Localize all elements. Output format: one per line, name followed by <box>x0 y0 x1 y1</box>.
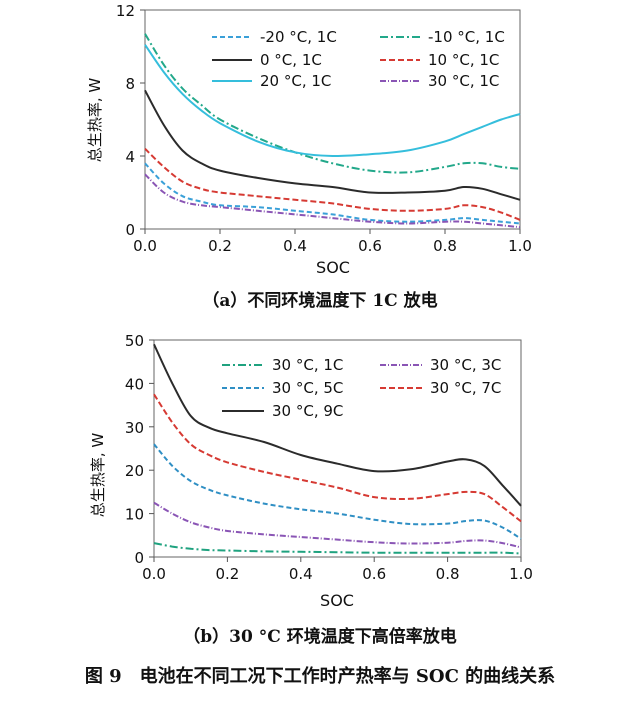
panel-a: 0.0 0.2 0.4 0.6 0.8 1.0 0 4 8 12 -20 °C, 1C -10 °C… <box>86 2 532 277</box>
panel-a-caption: （a）不同环境温度下 1C 放电 <box>202 291 438 311</box>
ticks-a: 0.0 0.2 0.4 0.6 0.8 1.0 0 4 8 12 <box>116 2 532 255</box>
legend-label: 30 °C, 3C <box>430 356 501 374</box>
y-tick-label: 50 <box>125 332 144 350</box>
x-tick-label: 0.6 <box>358 237 382 255</box>
legend-label: 30 °C, 1C <box>272 356 343 374</box>
x-tick-label: 0.4 <box>283 237 307 255</box>
series-lines-a <box>144 33 521 229</box>
y-axis-label-b: 总生热率, W <box>89 433 107 518</box>
legend-label: 30 °C, 5C <box>272 379 343 397</box>
y-tick-label: 4 <box>125 148 135 166</box>
y-tick-label: 20 <box>125 462 144 480</box>
y-tick-label: 12 <box>116 2 135 20</box>
x-tick-label: 0.0 <box>142 565 166 583</box>
ticks-b: 0.0 0.2 0.4 0.6 0.8 1.0 0 10 20 30 40 50 <box>125 332 533 583</box>
x-tick-label: 0.2 <box>215 565 239 583</box>
plot-frame-a <box>144 9 521 230</box>
series-line <box>153 443 522 540</box>
x-tick-label: 1.0 <box>509 565 533 583</box>
x-tick-label: 0.0 <box>133 237 157 255</box>
panel-b-caption: （b）30 °C 环境温度下高倍率放电 <box>183 627 457 647</box>
series-line <box>144 147 521 221</box>
series-line <box>144 33 521 174</box>
x-tick-label: 0.2 <box>208 237 232 255</box>
legend-label: 20 °C, 1C <box>260 72 331 90</box>
x-tick-label: 0.6 <box>362 565 386 583</box>
x-tick-label: 1.0 <box>508 237 532 255</box>
series-line <box>153 343 522 507</box>
legend-label: 30 °C, 1C <box>428 72 499 90</box>
y-tick-label: 40 <box>125 375 144 393</box>
series-line <box>153 393 522 523</box>
x-axis-label-a: SOC <box>316 258 350 277</box>
legend-b: 30 °C, 1C 30 °C, 3C 30 °C, 5C 30 °C, 7C 30 °… <box>222 356 501 420</box>
legend-label: 10 °C, 1C <box>428 51 499 69</box>
y-tick-label: 8 <box>125 75 135 93</box>
y-tick-label: 30 <box>125 419 144 437</box>
legend-label: 0 °C, 1C <box>260 51 322 69</box>
y-tick-label: 0 <box>125 221 135 239</box>
series-line <box>153 542 522 555</box>
legend-label: 30 °C, 9C <box>272 402 343 420</box>
legend-label: -10 °C, 1C <box>428 28 505 46</box>
x-tick-label: 0.4 <box>289 565 313 583</box>
legend-label: -20 °C, 1C <box>260 28 337 46</box>
x-axis-label-b: SOC <box>320 591 354 610</box>
plot-frame-b <box>153 339 522 558</box>
y-axis-label-a: 总生热率, W <box>86 78 104 163</box>
series-line <box>153 501 522 549</box>
y-tick-label: 0 <box>134 549 144 567</box>
series-line <box>144 44 521 158</box>
figure-caption: 图 9 电池在不同工况下工作时产热率与 SOC 的曲线关系 <box>84 666 556 687</box>
x-tick-label: 0.8 <box>436 565 460 583</box>
series-line <box>144 162 521 225</box>
y-tick-label: 10 <box>125 506 144 524</box>
series-line <box>144 89 521 201</box>
x-tick-label: 0.8 <box>433 237 457 255</box>
legend-label: 30 °C, 7C <box>430 379 501 397</box>
series-lines-b <box>153 343 522 555</box>
legend-a: -20 °C, 1C -10 °C, 1C 0 °C, 1C 10 °C, 1C 20 … <box>212 28 505 90</box>
series-line <box>144 173 521 229</box>
